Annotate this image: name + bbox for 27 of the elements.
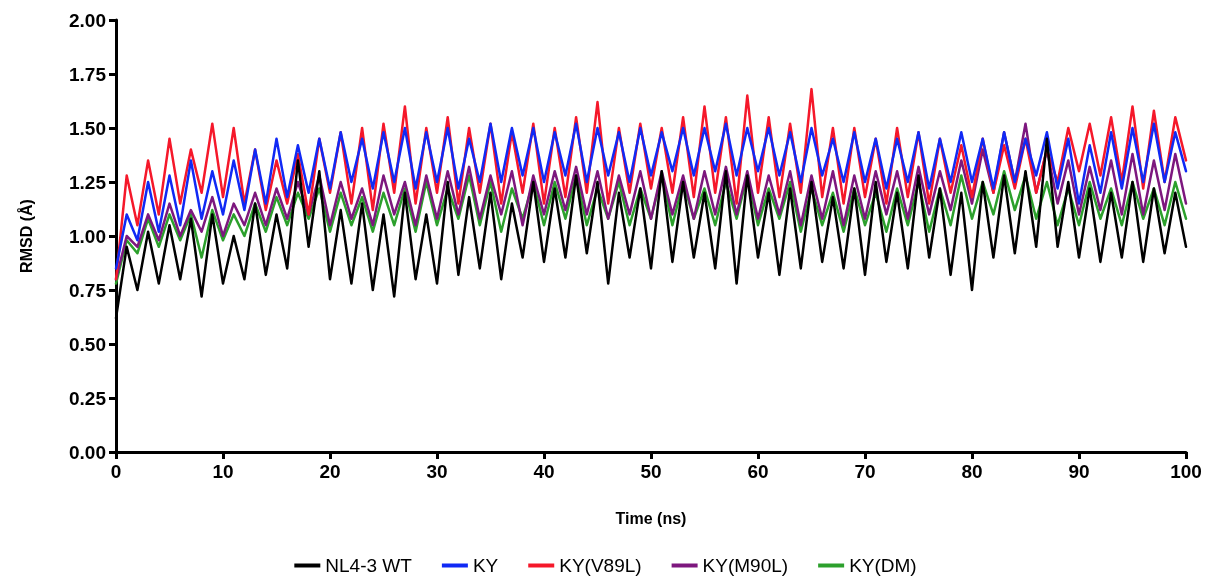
x-tick-label: 70 [854,461,876,482]
x-tick-label: 40 [533,461,555,482]
y-axis-title: RMSD (Å) [16,199,35,273]
x-tick-label: 30 [426,461,448,482]
y-tick-label: 1.75 [69,63,107,85]
legend-label: KY(V89L) [559,555,642,576]
x-tick-label: 100 [1170,461,1202,482]
y-tick-label: 0.25 [69,387,107,409]
x-tick-label: 0 [110,461,122,482]
y-tick-label: 1.00 [69,225,106,247]
y-tick-label: 0.00 [69,441,106,463]
legend-label: NL4-3 WT [325,555,413,576]
y-tick-label: 0.50 [69,333,106,355]
y-tick-label: 0.75 [69,279,107,301]
legend-label: KY [472,555,499,576]
x-tick-label: 10 [212,461,234,482]
x-tick-label: 60 [747,461,769,482]
x-tick-label: 50 [640,461,662,482]
y-tick-label: 2.00 [69,9,106,31]
legend-label: KY(DM) [849,555,917,576]
legend-label: KY(M90L) [702,555,789,576]
y-tick-label: 1.50 [69,117,106,139]
y-tick-label: 1.25 [69,171,107,193]
x-tick-label: 20 [319,461,341,482]
x-tick-label: 90 [1068,461,1090,482]
x-axis-title: Time (ns) [615,509,687,527]
x-tick-label: 80 [961,461,983,482]
